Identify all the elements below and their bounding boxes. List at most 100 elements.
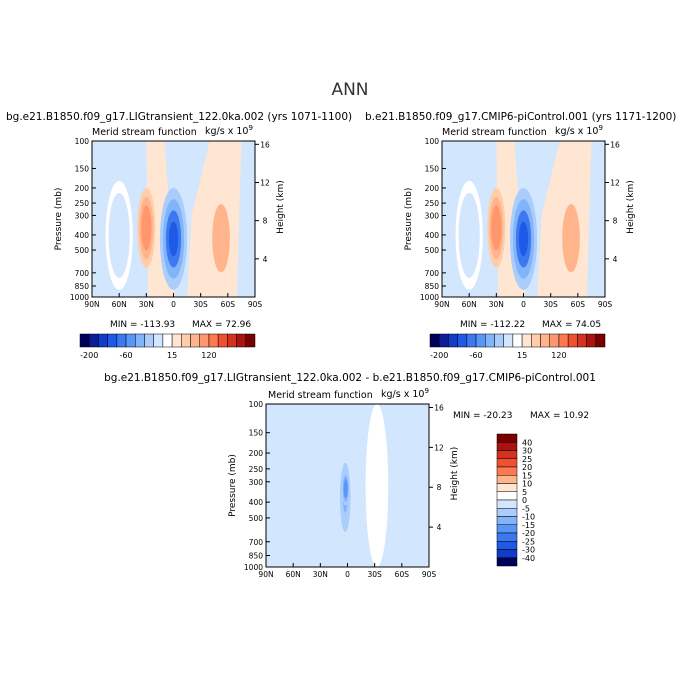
- colorbar-label: -40: [522, 554, 535, 563]
- panel1-min: MIN = -113.93: [110, 320, 176, 330]
- colorbar-label: 15: [167, 351, 177, 360]
- colorbar-label: 40: [522, 438, 532, 447]
- colorbar-swatch: [135, 333, 145, 348]
- colorbar-swatch: [485, 333, 495, 348]
- colorbar-label: -30: [522, 546, 535, 555]
- colorbar-swatch: [496, 450, 518, 459]
- panel1-units: kg/s x 109: [205, 124, 253, 138]
- colorbar-swatch: [549, 333, 560, 348]
- colorbar-swatch: [116, 333, 127, 348]
- contour-cell-2-level-4: [518, 221, 529, 257]
- x-tick-label: 30S: [194, 300, 209, 309]
- colorbar-swatch: [512, 333, 523, 348]
- figure-title: ANN: [331, 80, 369, 100]
- y2-tick-label: 4: [613, 255, 618, 264]
- y-tick-label: 100: [75, 137, 90, 146]
- y2-axis-label: Height (km): [276, 180, 286, 234]
- x-tick-label: 90S: [422, 570, 437, 579]
- colorbar-swatch: [503, 333, 514, 348]
- y-axis-label: Pressure (mb): [228, 454, 238, 517]
- chart-panel-2: 90N 60N 30N 0 30S 60S 90S 100 150 200 250 300 400 500…: [404, 137, 636, 360]
- colorbar-swatch: [496, 532, 518, 542]
- colorbar-swatch: [144, 333, 154, 348]
- y-tick-label: 850: [75, 282, 90, 291]
- y-tick-label: 250: [75, 199, 90, 208]
- x-tick-label: 60S: [221, 300, 236, 309]
- contour-cell-3-level-4: [373, 457, 381, 514]
- y2-tick-label: 12: [610, 178, 620, 187]
- colorbar-swatch: [595, 333, 606, 348]
- y-tick-label: 1000: [70, 293, 89, 302]
- y-tick-label: 850: [249, 551, 264, 560]
- field-region-south: [586, 141, 605, 297]
- x-tick-label: 90N: [434, 300, 449, 309]
- colorbar-label: -25: [522, 537, 535, 546]
- y2-axis-label: Height (km): [626, 180, 636, 234]
- colorbar-swatch: [190, 333, 200, 348]
- panel2-field-title: Merid stream function: [442, 127, 547, 138]
- y2-tick-label: 4: [437, 523, 442, 532]
- x-tick-label: 90N: [84, 300, 99, 309]
- colorbar-swatch: [577, 333, 587, 348]
- y-tick-label: 500: [75, 246, 90, 255]
- colorbar-swatch: [236, 333, 247, 348]
- colorbar-swatch: [496, 442, 518, 451]
- panel1-field-title: Merid stream function: [92, 127, 197, 138]
- y-tick-label: 400: [249, 498, 264, 507]
- contour-cell-3-level-4: [567, 223, 575, 254]
- x-tick-label: 60N: [462, 300, 477, 309]
- colorbar-swatch: [125, 333, 136, 348]
- colorbar-swatch: [438, 333, 449, 348]
- colorbar-label: -10: [522, 513, 535, 522]
- colorbar-label: -5: [522, 504, 530, 513]
- y-tick-label: 400: [75, 231, 90, 240]
- colorbar-label: -60: [470, 351, 483, 360]
- colorbar-swatch: [521, 333, 532, 348]
- colorbar-swatch: [496, 458, 518, 468]
- contour-cell-4-level-4: [114, 216, 124, 254]
- y-tick-label: 300: [249, 478, 264, 487]
- colorbar-label: 20: [522, 463, 532, 472]
- y-axis-label: Pressure (mb): [54, 188, 64, 251]
- colorbar-swatch: [496, 524, 518, 534]
- y-tick-label: 150: [75, 164, 90, 173]
- colorbar-swatch: [494, 333, 504, 348]
- y2-axis-label: Height (km): [450, 447, 460, 501]
- colorbar-swatch: [558, 333, 569, 348]
- y2-tick-label: 16: [434, 403, 444, 412]
- contour-cell-4-level-4: [464, 216, 474, 254]
- y-tick-label: 850: [425, 282, 440, 291]
- chart-panel-3: 90N 60N 30N 0 30S 60S 90S100150200250300400500…: [228, 400, 535, 579]
- colorbar-swatch: [88, 333, 99, 348]
- colorbar-label: -200: [430, 351, 448, 360]
- y-tick-label: 700: [425, 269, 440, 278]
- y-tick-label: 200: [425, 184, 440, 193]
- colorbar-label: -15: [522, 521, 535, 530]
- contour-cell-2-level-4: [168, 221, 179, 257]
- y2-tick-label: 8: [613, 217, 618, 226]
- x-tick-label: 30S: [544, 300, 559, 309]
- colorbar-swatch: [171, 333, 182, 348]
- y-tick-label: 150: [425, 164, 440, 173]
- chart-panel-1: 90N 60N 30N 0 30S 60S 90S 100 150 200 250 300 400 500…: [54, 137, 286, 360]
- y-tick-label: 250: [425, 199, 440, 208]
- x-tick-label: 30N: [489, 300, 504, 309]
- y2-tick-label: 16: [260, 140, 270, 149]
- colorbar-swatch: [429, 333, 440, 348]
- x-tick-label: 0: [345, 570, 350, 579]
- panel3-case-title: bg.e21.B1850.f09_g17.LIGtransient_122.0k…: [104, 372, 596, 384]
- colorbar-swatch: [496, 516, 518, 525]
- y-tick-label: 700: [75, 269, 90, 278]
- colorbar-swatch: [496, 433, 518, 443]
- y-tick-label: 250: [249, 465, 264, 474]
- panel1-case-title: bg.e21.B1850.f09_g17.LIGtransient_122.0k…: [6, 111, 353, 123]
- x-tick-label: 60N: [286, 570, 301, 579]
- colorbar-swatch: [496, 549, 518, 558]
- x-tick-label: 0: [171, 300, 176, 309]
- colorbar-swatch: [199, 333, 210, 348]
- colorbar-swatch: [162, 333, 173, 348]
- panel3-units: kg/s x 109: [381, 387, 429, 401]
- y2-tick-label: 8: [263, 217, 268, 226]
- colorbar-label: 0: [522, 496, 527, 505]
